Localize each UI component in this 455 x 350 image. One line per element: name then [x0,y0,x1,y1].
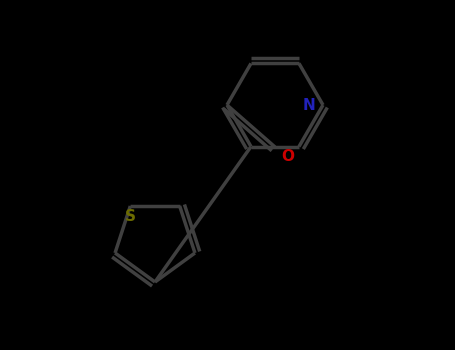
Text: O: O [281,149,294,164]
Text: N: N [302,98,315,112]
Text: S: S [125,209,136,224]
